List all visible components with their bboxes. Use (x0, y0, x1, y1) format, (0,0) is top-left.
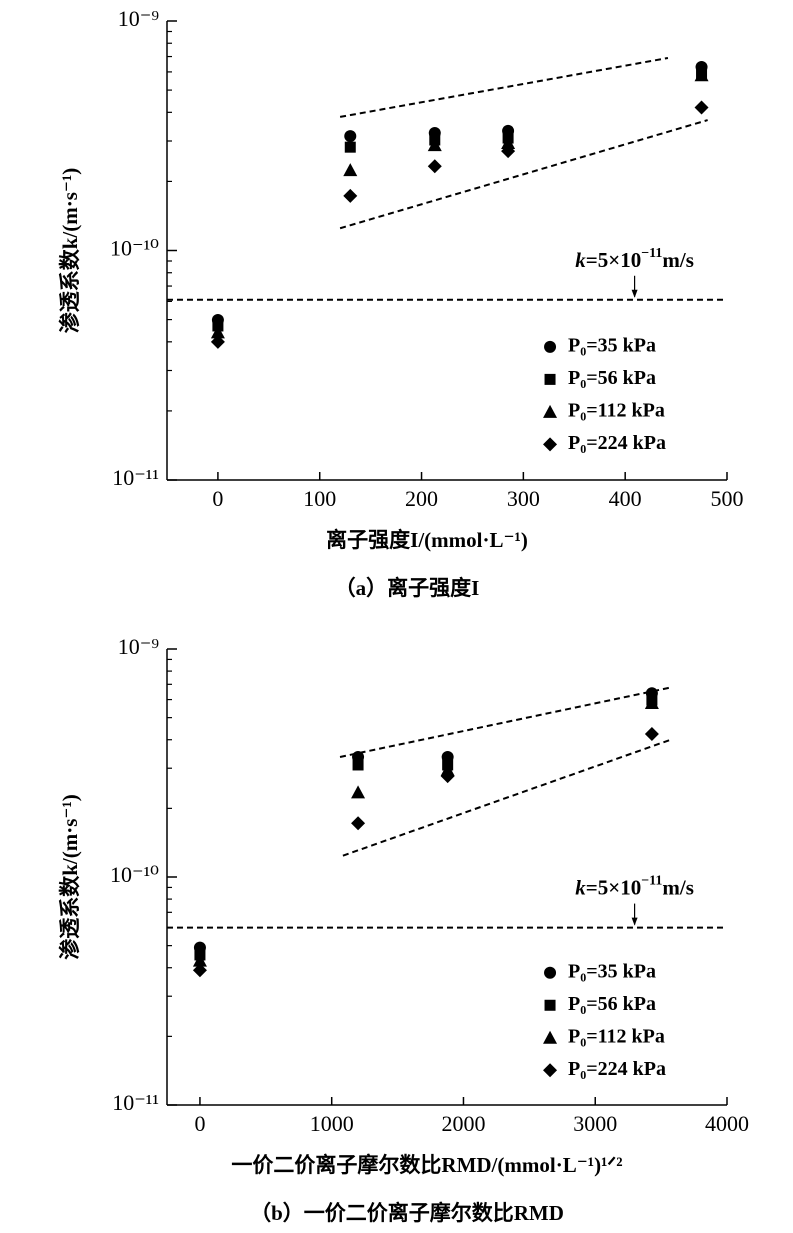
guide-line (342, 739, 671, 857)
point (694, 68, 709, 82)
guide-line (339, 686, 673, 758)
annotation: k=5×10−11m/s (575, 246, 694, 272)
legend-label: P₀=56 kPa (568, 367, 656, 389)
legend-marker (543, 1063, 558, 1078)
legend-marker (543, 437, 558, 452)
x-tick-label: 1000 (310, 1111, 354, 1136)
y-tick-label: 10⁻¹⁰ (110, 236, 159, 261)
legend-label: P₀=35 kPa (568, 334, 656, 356)
y-tick-label: 10⁻¹¹ (112, 1090, 159, 1115)
annotation-part: −11 (641, 874, 662, 889)
x-tick-label: 500 (711, 486, 744, 511)
caption: （b）一价二价离子摩尔数比RMD (250, 1201, 564, 1225)
legend-label: P₀=224 kPa (568, 432, 666, 454)
point (351, 816, 366, 831)
guide-line (339, 56, 669, 118)
annotation-part: m/s (662, 875, 694, 899)
point (427, 138, 442, 152)
legend-marker (544, 373, 556, 385)
panel: 10⁻¹¹ 10⁻¹⁰ 10⁻⁹ 0 100 200 300 400 500 渗透系数k/(m·s… (58, 6, 744, 600)
x-tick-label: 0 (194, 1111, 205, 1136)
x-axis-label: 离子强度I/(mmol·L⁻¹) (326, 528, 528, 552)
point (501, 136, 516, 150)
legend-marker (543, 404, 558, 418)
caption: （a）离子强度I (335, 576, 480, 600)
point (344, 141, 356, 153)
legend-marker (543, 1030, 558, 1044)
x-tick-label: 4000 (705, 1111, 749, 1136)
point (694, 100, 709, 115)
point (427, 159, 442, 174)
point (343, 163, 358, 177)
point (192, 963, 207, 978)
point (352, 759, 364, 771)
y-tick-label: 10⁻⁹ (118, 634, 160, 659)
legend-label: P₀=35 kPa (568, 960, 656, 982)
point (440, 769, 455, 784)
annotation-part: −11 (641, 246, 662, 261)
annotation-part: =5×10 (586, 248, 641, 272)
x-tick-label: 3000 (573, 1111, 617, 1136)
legend-marker (544, 340, 557, 353)
x-tick-label: 200 (405, 486, 438, 511)
legend-label: P₀=112 kPa (568, 399, 665, 421)
point (501, 144, 516, 159)
annotation-part: m/s (662, 248, 694, 272)
y-axis-label: 渗透系数k/(m·s⁻¹) (58, 794, 82, 960)
point (644, 726, 659, 741)
point (351, 785, 366, 799)
x-tick-label: 300 (507, 486, 540, 511)
legend-label: P₀=224 kPa (568, 1058, 666, 1080)
x-tick-label: 2000 (441, 1111, 485, 1136)
legend-label: P₀=56 kPa (568, 993, 656, 1015)
point (210, 325, 225, 339)
annotation-part: =5×10 (586, 875, 641, 899)
annotation: k=5×10−11m/s (575, 874, 694, 900)
y-axis-label: 渗透系数k/(m·s⁻¹) (58, 168, 82, 334)
point (644, 695, 659, 709)
x-axis-label: 一价二价离子摩尔数比RMD/(mmol·L⁻¹)¹ᐟ² (231, 1153, 622, 1177)
y-tick-label: 10⁻⁹ (118, 6, 160, 31)
x-tick-label: 400 (609, 486, 642, 511)
arrow-head (631, 289, 638, 298)
point (344, 130, 357, 143)
guide-line (339, 119, 708, 230)
x-tick-label: 100 (303, 486, 336, 511)
point (210, 334, 225, 349)
point (343, 188, 358, 203)
legend-marker (544, 999, 556, 1011)
annotation-part: k (575, 248, 586, 272)
panel: 10⁻¹¹ 10⁻¹⁰ 10⁻⁹ 0 1000 2000 3000 4000 渗透系数k/(m·… (58, 634, 749, 1225)
x-tick-label: 0 (212, 486, 223, 511)
arrow-head (631, 917, 638, 926)
y-tick-label: 10⁻¹¹ (112, 465, 159, 490)
y-tick-label: 10⁻¹⁰ (110, 862, 159, 887)
legend-marker (544, 966, 557, 979)
point (192, 953, 207, 967)
legend-label: P₀=112 kPa (568, 1025, 665, 1047)
annotation-part: k (575, 875, 586, 899)
